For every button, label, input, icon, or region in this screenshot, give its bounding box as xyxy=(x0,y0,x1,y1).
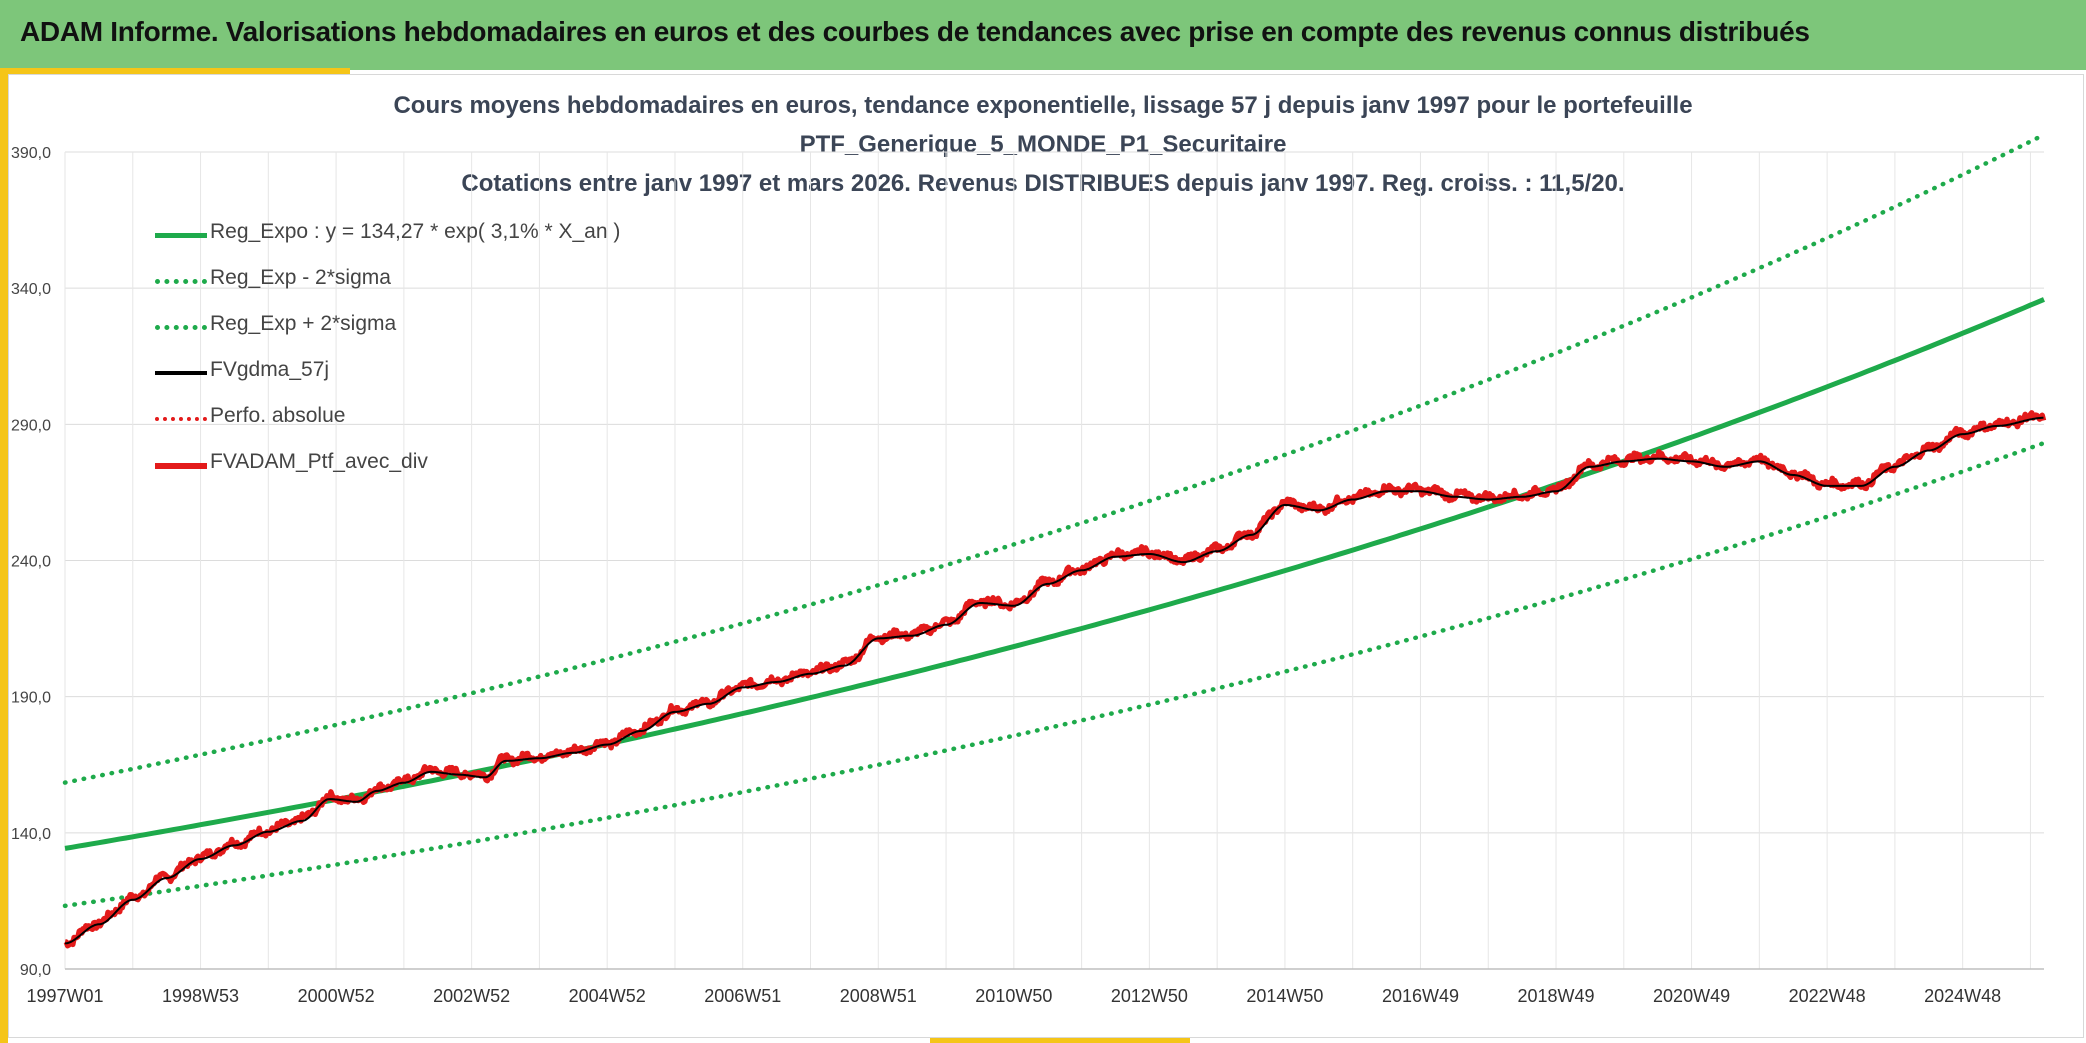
y-tick-label: 90,0 xyxy=(20,962,51,979)
x-tick-label: 2014W50 xyxy=(1246,986,1323,1006)
series-fvadam-ptf xyxy=(63,410,2047,949)
x-tick-label: 2004W52 xyxy=(569,986,646,1006)
legend-swatch xyxy=(155,417,207,421)
legend-label: FVADAM_Ptf_avec_div xyxy=(210,450,428,473)
accent-bar-bottom xyxy=(930,1038,1190,1043)
legend-label: Perfo. absolue xyxy=(210,404,346,427)
legend-swatch xyxy=(155,463,207,469)
y-tick-label: 240,0 xyxy=(11,554,51,571)
x-tick-label: 1998W53 xyxy=(162,986,239,1006)
accent-bar-top xyxy=(0,68,350,74)
y-tick-label: 390,0 xyxy=(11,145,51,162)
y-tick-label: 140,0 xyxy=(11,826,51,843)
chart-title-line-1: Cours moyens hebdomadaires en euros, ten… xyxy=(393,92,1693,119)
legend-label: Reg_Expo : y = 134,27 * exp( 3,1% * X_an… xyxy=(210,220,621,243)
chart-axes: 90,0 140,0 190,0 240,0 290,0 340,0 390,0 1997W0… xyxy=(11,145,2044,1006)
header-bar: ADAM Informe. Valorisations hebdomadaire… xyxy=(0,0,2086,70)
x-tick-label: 2016W49 xyxy=(1382,986,1459,1006)
x-tick-label: 2020W49 xyxy=(1653,986,1730,1006)
x-tick-label: 2024W48 xyxy=(1924,986,2001,1006)
x-tick-label: 2006W51 xyxy=(704,986,781,1006)
legend-swatch xyxy=(155,325,207,330)
x-tick-label: 2010W50 xyxy=(975,986,1052,1006)
legend-swatch xyxy=(155,233,207,238)
series-reg-expo xyxy=(64,297,2045,851)
x-tick-label: 2008W51 xyxy=(840,986,917,1006)
chart-series xyxy=(62,132,2047,949)
legend-label: FVgdma_57j xyxy=(210,358,330,381)
legend-label: Reg_Exp + 2*sigma xyxy=(210,312,397,335)
x-tick-label: 1997W01 xyxy=(26,986,103,1006)
y-tick-label: 190,0 xyxy=(11,690,51,707)
x-tick-label: 2018W49 xyxy=(1517,986,1594,1006)
y-tick-label: 290,0 xyxy=(11,417,51,434)
x-tick-label: 2022W48 xyxy=(1789,986,1866,1006)
x-tick-label: 2000W52 xyxy=(298,986,375,1006)
series-fvgdma-57j xyxy=(64,416,2044,945)
chart-title-line-3: Cotations entre janv 1997 et mars 2026. … xyxy=(461,170,1625,197)
legend-swatch xyxy=(155,371,207,375)
legend-swatch xyxy=(155,279,207,284)
chart-frame xyxy=(8,74,2084,1038)
y-tick-label: 340,0 xyxy=(11,281,51,298)
page-title: ADAM Informe. Valorisations hebdomadaire… xyxy=(20,16,1810,47)
accent-bar-left xyxy=(0,70,8,1043)
series-reg-exp-low xyxy=(62,440,2047,909)
x-tick-label: 2012W50 xyxy=(1111,986,1188,1006)
x-tick-label: 2002W52 xyxy=(433,986,510,1006)
legend-label: Reg_Exp - 2*sigma xyxy=(210,266,391,289)
chart-title-line-2: PTF_Generique_5_MONDE_P1_Securitaire xyxy=(799,131,1287,158)
